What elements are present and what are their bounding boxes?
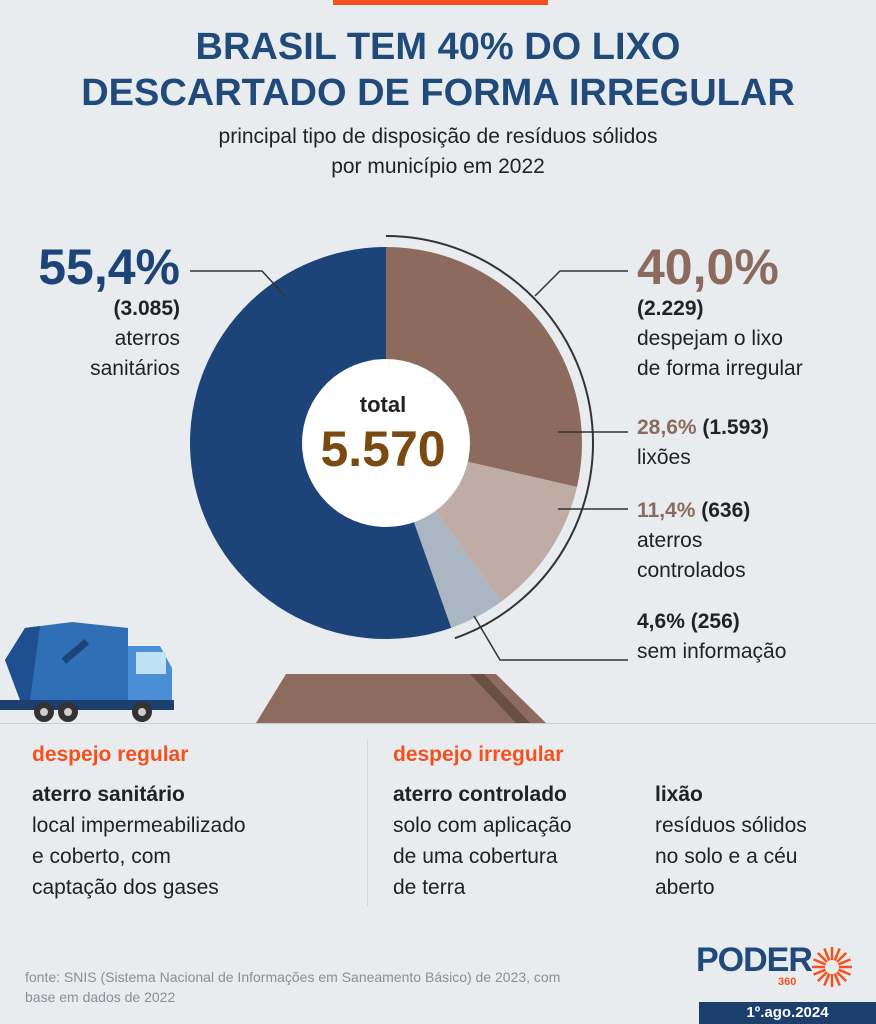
label-irregular: 40,0% (2.229) despejam o lixo de forma i… [637, 240, 867, 384]
publish-date: 1º.ago.2024 [746, 1004, 829, 1021]
page-title: BRASIL TEM 40% DO LIXO DESCARTADO DE FOR… [0, 24, 876, 116]
total-value: 5.570 [320, 421, 446, 477]
label-sem-info: 4,6% (256) sem informação [637, 607, 867, 667]
text-sanitario-1: aterros [114, 327, 180, 350]
pct-sem-info: 4,6% [637, 610, 685, 633]
irregular-bracket [385, 235, 594, 640]
text-controlados-2: controlados [637, 559, 746, 582]
count-irregular: (2.229) [637, 297, 704, 320]
logo-text: PODER [696, 941, 813, 979]
column-divider [367, 740, 368, 906]
pct-lixoes: 28,6% [637, 416, 697, 439]
text-irregular-1: despejam o lixo [637, 327, 783, 350]
count-sem-info: (256) [690, 610, 740, 633]
title-line-2: DESCARTADO DE FORMA IRREGULAR [81, 72, 795, 114]
section-divider [0, 723, 876, 724]
label-sanitario: 55,4% (3.085) aterros sanitários [20, 240, 180, 384]
top-accent-bar [333, 0, 548, 5]
count-lixoes: (1.593) [702, 416, 769, 439]
count-controlados: (636) [701, 499, 751, 522]
date-bar [699, 1002, 876, 1024]
pct-sanitario: 55,4% [38, 239, 180, 295]
irregular-heading: despejo irregular [393, 743, 564, 766]
leader-sanitario [190, 270, 287, 298]
lixao-desc-2: no solo e a céu [655, 845, 798, 868]
lixao-desc-3: aberto [655, 876, 715, 899]
lixao-section: lixão resíduos sólidos no solo e a céu a… [655, 780, 865, 903]
title-line-1: BRASIL TEM 40% DO LIXO [195, 26, 681, 68]
subtitle: principal tipo de disposição de resíduos… [0, 122, 876, 182]
pct-controlados: 11,4% [637, 499, 696, 522]
text-sem-info: sem informação [637, 640, 787, 663]
text-sanitario-2: sanitários [90, 357, 180, 380]
source-line-2: base em dados de 2022 [25, 989, 176, 1005]
pedestal-shape [256, 674, 546, 723]
regular-desc-1: local impermeabilizado [32, 814, 246, 837]
count-sanitario: (3.085) [113, 297, 180, 320]
logo-360: 360 [778, 976, 797, 988]
label-controlados: 11,4% (636) aterros controlados [637, 496, 867, 586]
regular-desc-3: captação dos gases [32, 876, 219, 899]
text-controlados-1: aterros [637, 529, 703, 552]
subtitle-line-1: principal tipo de disposição de resíduos… [218, 125, 658, 148]
text-irregular-2: de forma irregular [637, 357, 803, 380]
pct-irregular: 40,0% [637, 239, 779, 295]
regular-heading: despejo regular [32, 743, 189, 766]
pedestal-stripe [470, 674, 530, 723]
source-line-1: fonte: SNIS (Sistema Nacional de Informa… [25, 969, 561, 985]
controlado-desc-1: solo com aplicação [393, 814, 572, 837]
total-label: total [359, 392, 407, 417]
lixao-desc-1: resíduos sólidos [655, 814, 807, 837]
source-note: fonte: SNIS (Sistema Nacional de Informa… [25, 967, 665, 1007]
poder360-sun-icon [812, 947, 852, 987]
regular-section: despejo regular aterro sanitário local i… [32, 740, 352, 903]
garbage-truck-icon [0, 622, 174, 722]
subtitle-line-2: por município em 2022 [331, 155, 545, 178]
text-lixoes: lixões [637, 446, 691, 469]
controlado-desc-2: de uma cobertura [393, 845, 558, 868]
controlado-term: aterro controlado [393, 783, 567, 806]
leader-irregular [534, 270, 628, 297]
leader-sem-info [473, 615, 628, 661]
donut-hole [302, 359, 470, 527]
lixao-term: lixão [655, 783, 703, 806]
regular-desc-2: e coberto, com [32, 845, 171, 868]
controlado-desc-3: de terra [393, 876, 466, 899]
irregular-section: despejo irregular aterro controlado solo… [393, 740, 643, 903]
label-lixoes: 28,6% (1.593) lixões [637, 413, 867, 473]
regular-term: aterro sanitário [32, 783, 185, 806]
